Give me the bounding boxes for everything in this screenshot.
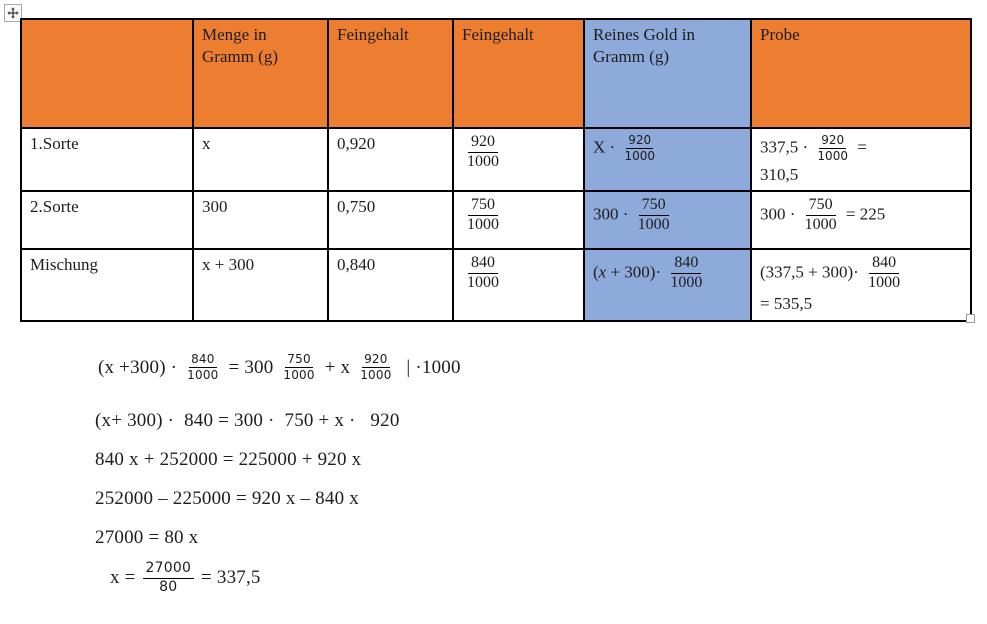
cell-sorte1-feingehalt-frac[interactable]: 920 1000 xyxy=(452,126,585,193)
cell-sorte1-feingehalt[interactable]: 0,920 xyxy=(327,126,454,193)
table-move-handle[interactable] xyxy=(4,4,22,22)
probe1-line2: 310,5 xyxy=(760,165,799,184)
table-row-mischung: Mischung x + 300 0,840 840 1000 (x + 300)… xyxy=(20,248,972,322)
header-reines-gold[interactable]: Reines Gold in Gramm (g) xyxy=(583,18,752,129)
cell-sorte2-menge[interactable]: 300 xyxy=(192,190,329,251)
table-row-sorte2: 2.Sorte 300 0,750 750 1000 300 · 750 1000 … xyxy=(20,190,972,251)
probe3-line2: = 535,5 xyxy=(760,294,813,314)
table-header-row: Menge in Gramm (g) Feingehalt Feingehalt… xyxy=(20,18,972,129)
cell-sorte1-menge[interactable]: x xyxy=(192,126,329,193)
cell-mischung-probe[interactable]: (337,5 + 300)· 840 1000 = 535,5 xyxy=(750,248,972,322)
header-probe[interactable]: Probe xyxy=(750,18,972,129)
cell-sorte1-reines-gold[interactable]: X · 920 1000 xyxy=(583,126,752,193)
cell-mischung-feingehalt[interactable]: 0,840 xyxy=(327,248,454,322)
cell-sorte2-probe[interactable]: 300 · 750 1000 = 225 xyxy=(750,190,972,251)
header-menge[interactable]: Menge in Gramm (g) xyxy=(192,18,329,129)
cell-mischung-feingehalt-frac[interactable]: 840 1000 xyxy=(452,248,585,322)
equation-line-3[interactable]: 840 x + 252000 = 225000 + 920 x xyxy=(95,449,362,470)
cell-mischung-reines-gold[interactable]: (x + 300)· 840 1000 xyxy=(583,248,752,322)
equation-line-6[interactable]: x = 27000 80 = 337,5 xyxy=(110,560,261,595)
cell-sorte2-reines-gold[interactable]: 300 · 750 1000 xyxy=(583,190,752,251)
cell-mischung-label[interactable]: Mischung xyxy=(20,248,194,322)
header-empty[interactable] xyxy=(20,18,194,129)
equation-line-4[interactable]: 252000 – 225000 = 920 x – 840 x xyxy=(95,488,359,509)
gold-mixing-table: Menge in Gramm (g) Feingehalt Feingehalt… xyxy=(20,18,972,322)
probe3-line1: (337,5 + 300)· 840 1000 xyxy=(760,254,901,292)
cell-sorte1-probe[interactable]: 337,5 · 920 1000 = 310,5 xyxy=(750,126,972,193)
equation-line-5[interactable]: 27000 = 80 x xyxy=(95,527,199,548)
cell-sorte2-label[interactable]: 2.Sorte xyxy=(20,190,194,251)
move-arrows-icon xyxy=(7,7,19,19)
probe1-line1: 337,5 · 920 1000 = xyxy=(760,133,867,163)
cell-mischung-menge[interactable]: x + 300 xyxy=(192,248,329,322)
equation-line-2[interactable]: (x+ 300) · 840 = 300 · 750 + x · 920 xyxy=(95,410,400,431)
header-feingehalt-frac[interactable]: Feingehalt xyxy=(452,18,585,129)
equation-line-1[interactable]: (x +300) · 840 1000 = 300 750 1000 + x 920… xyxy=(98,352,461,382)
table-row-sorte1: 1.Sorte x 0,920 920 1000 X · 920 1000 337,… xyxy=(20,126,972,193)
cell-sorte1-label[interactable]: 1.Sorte xyxy=(20,126,194,193)
table-resize-handle[interactable] xyxy=(966,314,975,323)
cell-sorte2-feingehalt[interactable]: 0,750 xyxy=(327,190,454,251)
header-feingehalt-dec[interactable]: Feingehalt xyxy=(327,18,454,129)
cell-sorte2-feingehalt-frac[interactable]: 750 1000 xyxy=(452,190,585,251)
